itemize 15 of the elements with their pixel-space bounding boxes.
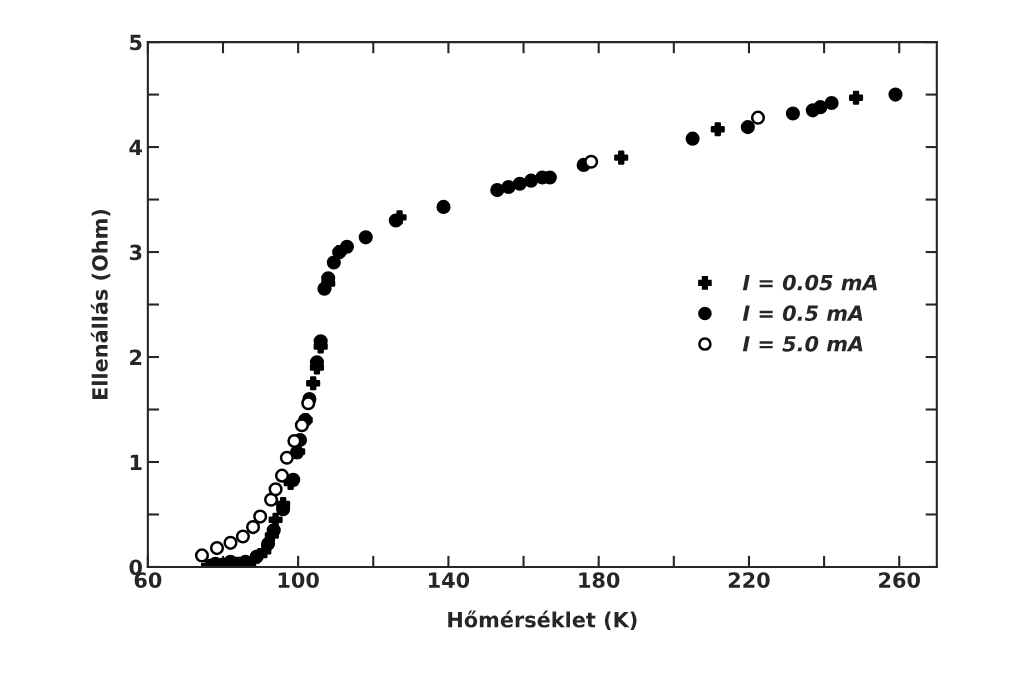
x-tick-label: 100 <box>278 572 319 588</box>
x-tick-label: 260 <box>879 572 920 588</box>
legend-label: I = 0.05 mA <box>742 274 877 291</box>
x-axis-title: Hőmérséklet (K) <box>448 610 637 631</box>
legend-label: I = 5.0 mA <box>742 335 863 352</box>
legend-label: I = 0.5 mA <box>742 305 863 322</box>
y-tick-label: 5 <box>130 34 142 51</box>
y-axis-title: Ellenállás (Ohm) <box>90 209 111 400</box>
y-tick-label: 3 <box>129 244 142 261</box>
x-tick-label: 220 <box>728 572 770 588</box>
y-tick-label: 4 <box>129 139 143 155</box>
x-tick-label: 180 <box>579 572 620 588</box>
x-tick-label: 140 <box>429 572 470 588</box>
y-tick-label: 1 <box>130 454 142 470</box>
y-tick-label: 2 <box>130 349 142 365</box>
